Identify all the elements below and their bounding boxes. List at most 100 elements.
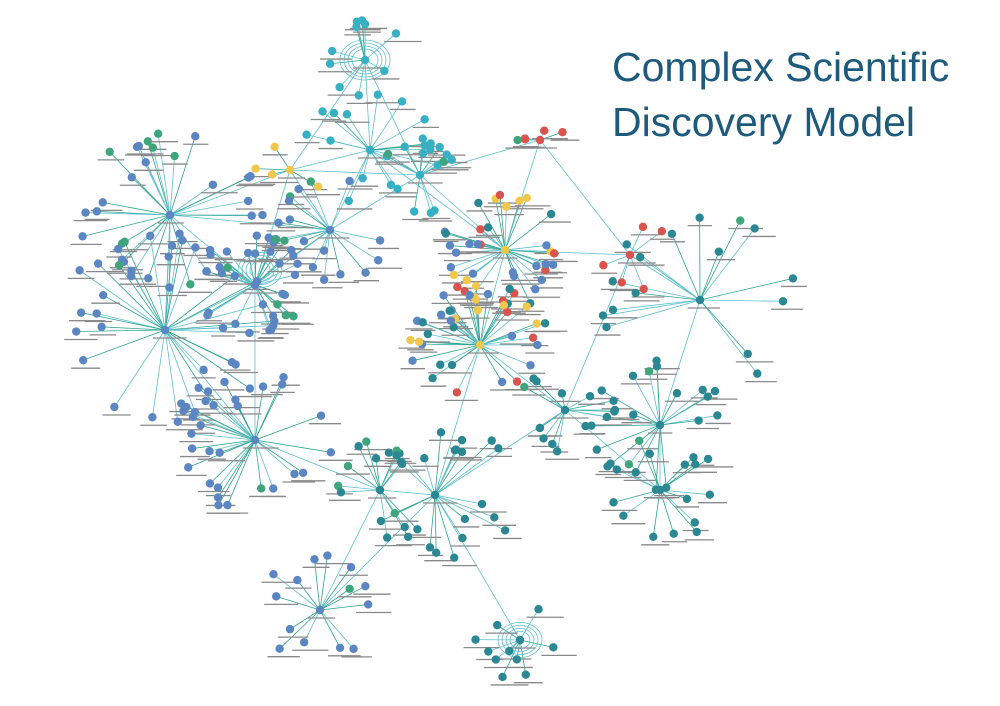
graph-node[interactable] <box>629 410 638 419</box>
graph-node[interactable] <box>602 412 612 422</box>
graph-node[interactable] <box>269 484 278 493</box>
graph-node[interactable] <box>252 231 262 240</box>
graph-node[interactable] <box>349 644 358 654</box>
graph-node[interactable] <box>695 295 705 305</box>
graph-node[interactable] <box>415 170 425 180</box>
graph-node[interactable] <box>273 300 282 309</box>
graph-node[interactable] <box>587 421 596 430</box>
graph-node[interactable] <box>532 319 541 328</box>
graph-node[interactable] <box>334 481 343 491</box>
graph-node[interactable] <box>602 322 611 332</box>
graph-node[interactable] <box>243 248 253 258</box>
graph-node[interactable] <box>500 526 510 535</box>
graph-node[interactable] <box>92 207 101 216</box>
graph-node[interactable] <box>447 155 457 164</box>
graph-node[interactable] <box>598 311 608 320</box>
graph-node[interactable] <box>173 417 182 426</box>
graph-node[interactable] <box>298 468 308 478</box>
graph-node[interactable] <box>750 224 759 233</box>
graph-node[interactable] <box>188 412 198 422</box>
graph-node[interactable] <box>403 532 413 541</box>
graph-node[interactable] <box>178 236 187 245</box>
graph-node[interactable] <box>439 157 448 166</box>
graph-node[interactable] <box>608 305 618 315</box>
graph-node[interactable] <box>105 147 114 157</box>
graph-node[interactable] <box>528 333 538 342</box>
graph-node[interactable] <box>245 328 254 338</box>
graph-node[interactable] <box>187 444 197 453</box>
graph-node[interactable] <box>736 216 745 225</box>
graph-node[interactable] <box>243 196 253 206</box>
graph-node[interactable] <box>522 302 531 311</box>
graph-node[interactable] <box>521 670 530 679</box>
graph-node[interactable] <box>474 198 483 208</box>
graph-node[interactable] <box>361 268 370 277</box>
graph-node[interactable] <box>393 184 402 194</box>
graph-node[interactable] <box>363 600 373 609</box>
graph-node[interactable] <box>409 207 419 216</box>
graph-node[interactable] <box>335 643 345 653</box>
graph-node[interactable] <box>167 241 177 250</box>
graph-node[interactable] <box>325 225 335 235</box>
graph-node[interactable] <box>499 300 509 310</box>
graph-node[interactable] <box>75 266 84 275</box>
graph-node[interactable] <box>612 465 621 474</box>
graph-node[interactable] <box>390 509 399 518</box>
graph-node[interactable] <box>457 447 467 457</box>
graph-node[interactable] <box>471 635 480 644</box>
graph-node[interactable] <box>205 447 214 456</box>
graph-node[interactable] <box>79 355 88 365</box>
graph-node[interactable] <box>667 229 677 238</box>
graph-node[interactable] <box>413 525 422 534</box>
graph-node[interactable] <box>465 290 474 300</box>
graph-node[interactable] <box>256 484 266 493</box>
graph-node[interactable] <box>170 151 179 161</box>
graph-node[interactable] <box>507 331 517 341</box>
graph-node[interactable] <box>535 135 545 145</box>
graph-node[interactable] <box>428 373 437 383</box>
graph-node[interactable] <box>267 170 277 179</box>
graph-node[interactable] <box>231 319 240 329</box>
graph-node[interactable] <box>606 459 615 468</box>
graph-node[interactable] <box>505 284 514 294</box>
graph-node[interactable] <box>414 337 424 347</box>
graph-node[interactable] <box>400 522 409 532</box>
graph-node[interactable] <box>705 490 715 499</box>
graph-node[interactable] <box>120 237 129 246</box>
graph-node[interactable] <box>114 261 124 270</box>
graph-node[interactable] <box>141 158 150 167</box>
graph-node[interactable] <box>597 386 606 395</box>
graph-node[interactable] <box>503 307 512 317</box>
graph-node[interactable] <box>408 356 417 365</box>
graph-node[interactable] <box>515 196 524 205</box>
graph-node[interactable] <box>326 448 336 457</box>
graph-node[interactable] <box>541 260 550 269</box>
graph-node[interactable] <box>655 485 665 495</box>
graph-node[interactable] <box>313 182 323 191</box>
graph-node[interactable] <box>622 240 631 249</box>
graph-node[interactable] <box>153 129 163 138</box>
graph-node[interactable] <box>631 288 640 298</box>
graph-node[interactable] <box>418 134 427 143</box>
graph-node[interactable] <box>217 269 226 278</box>
graph-node[interactable] <box>508 268 518 277</box>
graph-node[interactable] <box>400 142 409 151</box>
graph-node[interactable] <box>175 229 184 238</box>
graph-node[interactable] <box>164 252 173 261</box>
graph-node[interactable] <box>357 16 367 25</box>
graph-node[interactable] <box>343 461 353 471</box>
graph-node[interactable] <box>652 362 662 371</box>
graph-node[interactable] <box>191 243 200 252</box>
graph-node[interactable] <box>624 460 634 469</box>
graph-node[interactable] <box>72 327 81 336</box>
graph-node[interactable] <box>76 308 86 317</box>
graph-node[interactable] <box>323 551 332 560</box>
graph-node[interactable] <box>250 280 260 290</box>
graph-node[interactable] <box>208 180 218 189</box>
graph-node[interactable] <box>694 416 703 425</box>
graph-node[interactable] <box>202 267 211 276</box>
graph-node[interactable] <box>177 399 186 408</box>
graph-node[interactable] <box>608 277 617 286</box>
graph-node[interactable] <box>692 527 701 537</box>
graph-node[interactable] <box>431 548 441 557</box>
